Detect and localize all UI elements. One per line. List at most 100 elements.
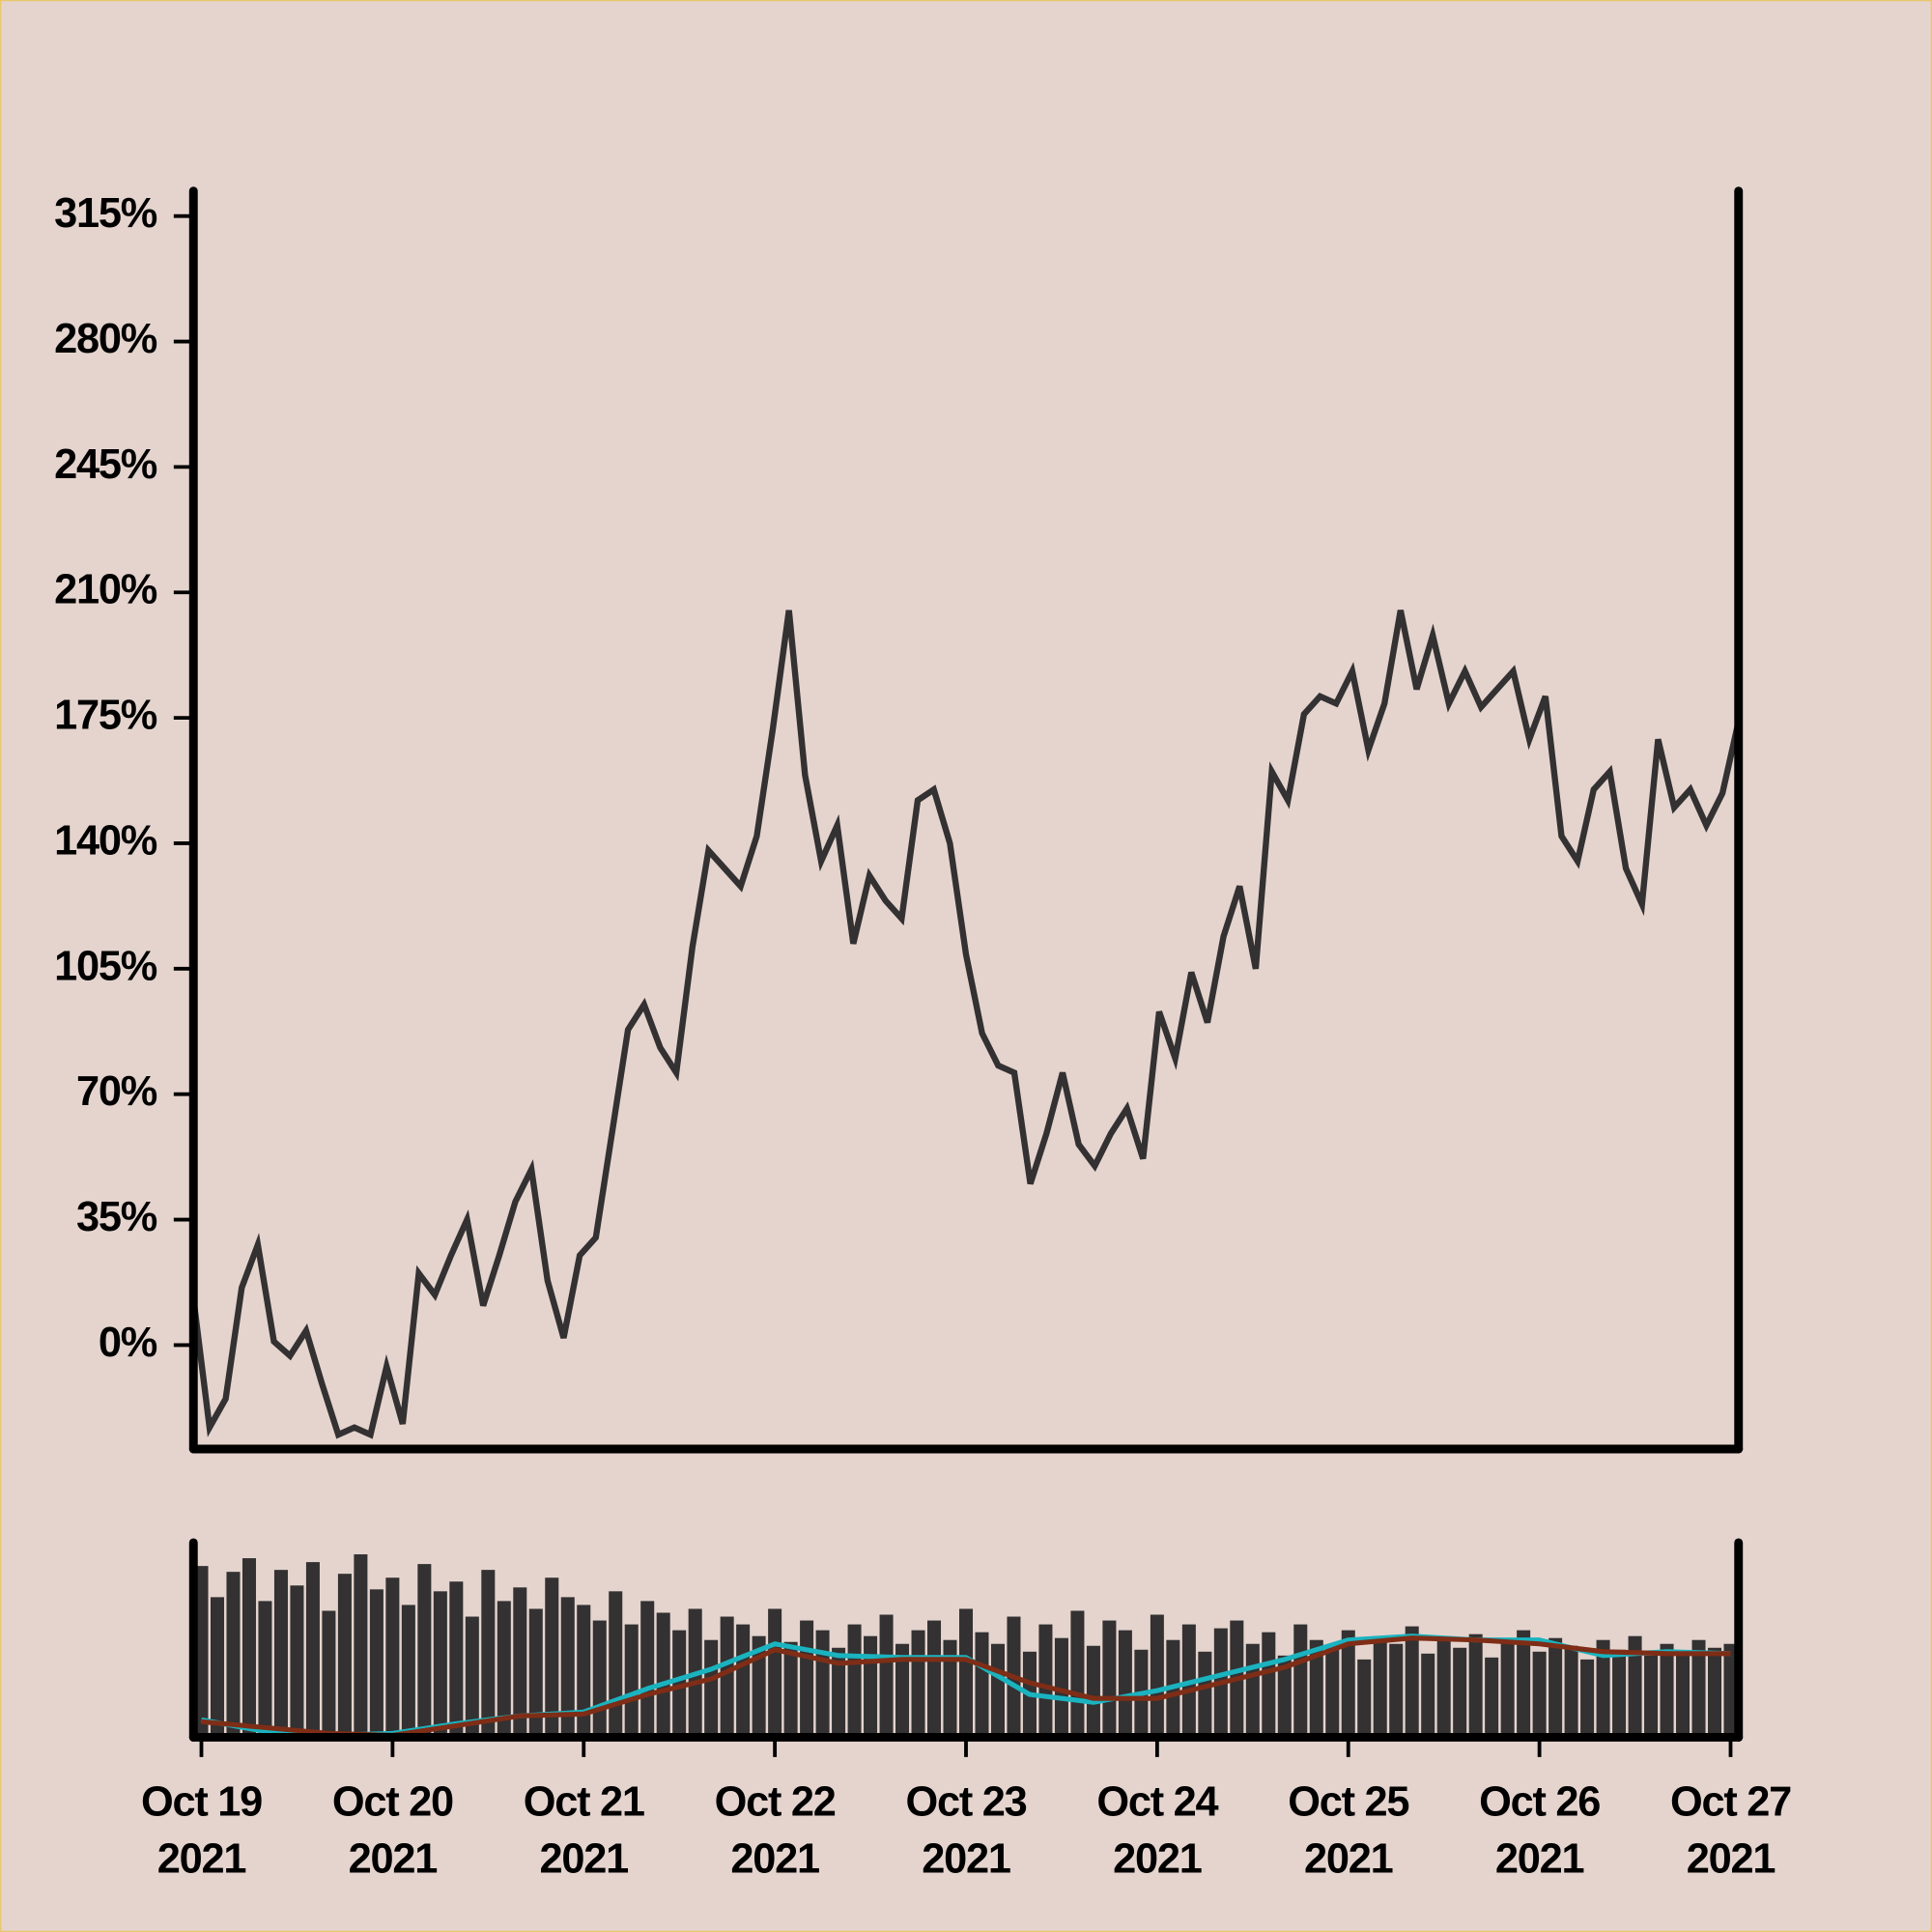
volume-bar <box>783 1641 798 1738</box>
y-tick-label: 35% <box>76 1194 157 1240</box>
x-tick-label-line: 2021 <box>922 1836 1010 1883</box>
volume-bar <box>1453 1647 1467 1738</box>
volume-bar <box>1676 1651 1690 1738</box>
volume-bar <box>290 1585 304 1738</box>
volume-bar <box>815 1630 830 1738</box>
x-tick-label-line: 2021 <box>1113 1836 1202 1883</box>
x-tick-label-line: 2021 <box>349 1836 438 1883</box>
volume-bar <box>1628 1635 1642 1738</box>
volume-bar <box>656 1612 670 1738</box>
volume-bar <box>1373 1635 1387 1738</box>
volume-bar <box>513 1587 527 1738</box>
moving-average-line <box>201 1635 1731 1739</box>
volume-bar <box>1468 1634 1483 1738</box>
x-tick-label: Oct 23 2021 <box>906 1779 1027 1883</box>
x-tick-label: Oct 27 2021 <box>1670 1779 1791 1883</box>
volume-bar <box>1389 1643 1404 1738</box>
volume-bar <box>194 1566 209 1738</box>
volume-bar <box>1277 1655 1292 1738</box>
volume-bar <box>449 1581 464 1738</box>
volume-bar <box>545 1577 559 1738</box>
x-tick-label: Oct 22 2021 <box>715 1779 836 1883</box>
volume-bar <box>800 1620 814 1738</box>
volume-bar <box>1436 1639 1451 1738</box>
volume-bar <box>1341 1630 1355 1738</box>
x-tick-label-line: Oct 20 <box>332 1779 453 1826</box>
volume-bar <box>497 1601 511 1738</box>
y-tick-label: 105% <box>54 943 157 989</box>
volume-bar <box>1500 1641 1515 1738</box>
volume-bar <box>1612 1649 1627 1738</box>
volume-bar <box>560 1597 575 1738</box>
volume-bar <box>1070 1610 1085 1738</box>
x-tick-label: Oct 20 2021 <box>332 1779 453 1883</box>
volume-bar <box>1150 1614 1164 1738</box>
volume-bar <box>226 1572 241 1738</box>
volume-bar <box>1421 1653 1435 1738</box>
volume-bar <box>305 1562 320 1738</box>
volume-bar <box>1293 1624 1308 1738</box>
volume-bar <box>337 1574 352 1738</box>
x-tick-label: Oct 25 2021 <box>1288 1779 1408 1883</box>
volume-bar <box>736 1624 751 1738</box>
volume-bar <box>864 1635 878 1738</box>
x-tick-label-line: 2021 <box>1495 1836 1584 1883</box>
volume-bar <box>417 1564 432 1738</box>
volume-bar <box>1691 1639 1706 1738</box>
volume-bar <box>1086 1645 1100 1738</box>
volume-bar <box>975 1632 989 1738</box>
volume-bar <box>433 1591 447 1738</box>
volume-bar <box>481 1570 496 1738</box>
x-tick-label: Oct 26 2021 <box>1479 1779 1600 1883</box>
x-tick-label: Oct 21 2021 <box>524 1779 644 1883</box>
x-tick-label-line: Oct 22 <box>715 1779 836 1826</box>
volume-bar <box>927 1620 942 1738</box>
volume-bar <box>369 1589 384 1738</box>
volume-bar <box>1309 1639 1323 1738</box>
volume-bar <box>832 1647 846 1738</box>
volume-bar <box>354 1554 368 1738</box>
volume-bar <box>385 1577 400 1738</box>
volume-bar <box>1596 1639 1610 1738</box>
x-tick-label: Oct 24 2021 <box>1096 1779 1218 1883</box>
y-tick-label: 280% <box>54 316 157 362</box>
x-tick-label-line: Oct 24 <box>1096 1779 1218 1826</box>
volume-bar <box>1262 1632 1276 1738</box>
volume-bar <box>672 1630 687 1738</box>
x-tick-label-line: 2021 <box>1687 1836 1776 1883</box>
volume-bar <box>322 1610 336 1738</box>
volume-bar <box>943 1639 957 1738</box>
volume-bar <box>1517 1630 1531 1738</box>
volume-bar <box>528 1608 543 1738</box>
volume-bar <box>1708 1647 1722 1738</box>
volume-bar <box>577 1605 591 1738</box>
volume-bar <box>1118 1630 1132 1738</box>
volume-bar <box>609 1591 623 1738</box>
volume-bar <box>465 1616 479 1738</box>
x-tick-label-line: Oct 27 <box>1670 1779 1791 1826</box>
volume-bar <box>958 1608 974 1738</box>
x-tick-label-line: 2021 <box>540 1836 629 1883</box>
volume-bar <box>895 1643 910 1738</box>
volume-bar <box>752 1635 766 1738</box>
volume-bar <box>847 1624 862 1738</box>
volume-bar <box>273 1570 288 1738</box>
volume-bar <box>1357 1659 1372 1738</box>
volume-bar <box>911 1630 925 1738</box>
volume-bar <box>720 1616 734 1738</box>
volume-bar <box>1660 1643 1674 1738</box>
volume-bar <box>1405 1626 1419 1738</box>
volume-bar <box>1054 1637 1068 1738</box>
volume-bar <box>1548 1637 1563 1738</box>
y-tick-label: 0% <box>99 1320 157 1366</box>
volume-bar <box>1723 1643 1738 1738</box>
x-tick-label-line: Oct 25 <box>1288 1779 1408 1826</box>
volume-bar <box>258 1601 272 1738</box>
volume-bar <box>1564 1645 1578 1738</box>
x-tick-label-line: Oct 23 <box>906 1779 1027 1826</box>
y-tick-label: 315% <box>54 190 157 237</box>
volume-bar <box>1580 1659 1595 1738</box>
volume-bar <box>704 1639 719 1738</box>
x-tick-label-line: 2021 <box>1304 1836 1393 1883</box>
